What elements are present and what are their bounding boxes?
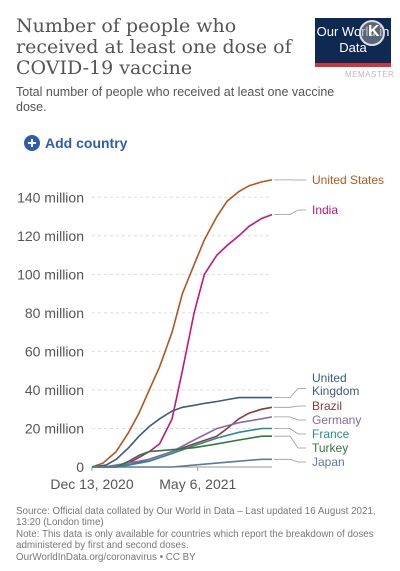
leader-line xyxy=(274,388,306,398)
y-tick-label: 80 million xyxy=(25,305,84,321)
y-tick-label: 120 million xyxy=(17,228,84,244)
x-tick-label: May 6, 2021 xyxy=(159,476,236,492)
watermark: MEMASTER xyxy=(345,70,395,79)
y-tick-label: 60 million xyxy=(25,343,84,359)
series-label: Brazil xyxy=(312,399,342,413)
series-line xyxy=(92,416,273,468)
line-chart: 0 20 million 40 million 60 million 80 millio… xyxy=(17,173,384,492)
series-label: Turkey xyxy=(312,441,348,455)
add-country-button[interactable]: Add country xyxy=(24,134,127,152)
y-tick-label: 0 xyxy=(76,459,84,475)
series-line xyxy=(92,213,273,468)
series-label: Germany xyxy=(312,413,361,427)
logo-bar xyxy=(315,63,391,67)
source-link[interactable]: OurWorldInData.org/coronavirus • CC BY xyxy=(16,551,196,563)
series-label: United xyxy=(312,371,347,385)
series-label: France xyxy=(312,427,350,441)
series-line xyxy=(92,406,273,468)
chart-footer: Source: Official data collated by Our Wo… xyxy=(16,506,386,563)
y-tick-label: 140 million xyxy=(17,189,84,205)
leader-line xyxy=(274,458,306,463)
series-label: United States xyxy=(312,173,384,187)
series-label: Japan xyxy=(312,455,345,469)
series-label: India xyxy=(312,203,338,217)
leader-line xyxy=(274,435,306,449)
leader-line xyxy=(274,428,306,435)
series-label: Kingdom xyxy=(312,384,359,398)
add-country-label: Add country xyxy=(45,135,128,151)
chart-subtitle: Total number of people who received at l… xyxy=(16,85,335,114)
y-tick-label: 20 million xyxy=(25,420,84,436)
close-overlay-icon[interactable]: K xyxy=(359,20,385,46)
series-line xyxy=(91,179,273,468)
leader-line xyxy=(274,416,306,421)
y-tick-label: 100 million xyxy=(17,266,84,282)
series-line xyxy=(92,458,272,468)
plus-circle-icon xyxy=(24,135,40,151)
y-tick-label: 40 million xyxy=(25,382,84,398)
source-note: Source: Official data collated by Our Wo… xyxy=(16,506,376,529)
data-note: Note: This data is only available for co… xyxy=(16,528,374,552)
series-line xyxy=(92,435,272,468)
x-tick-label: Dec 13, 2020 xyxy=(50,476,133,492)
chart-title: Number of people who received at least o… xyxy=(16,15,292,79)
leader-line xyxy=(274,209,306,215)
leader-line xyxy=(274,405,306,408)
series-line xyxy=(91,396,272,468)
